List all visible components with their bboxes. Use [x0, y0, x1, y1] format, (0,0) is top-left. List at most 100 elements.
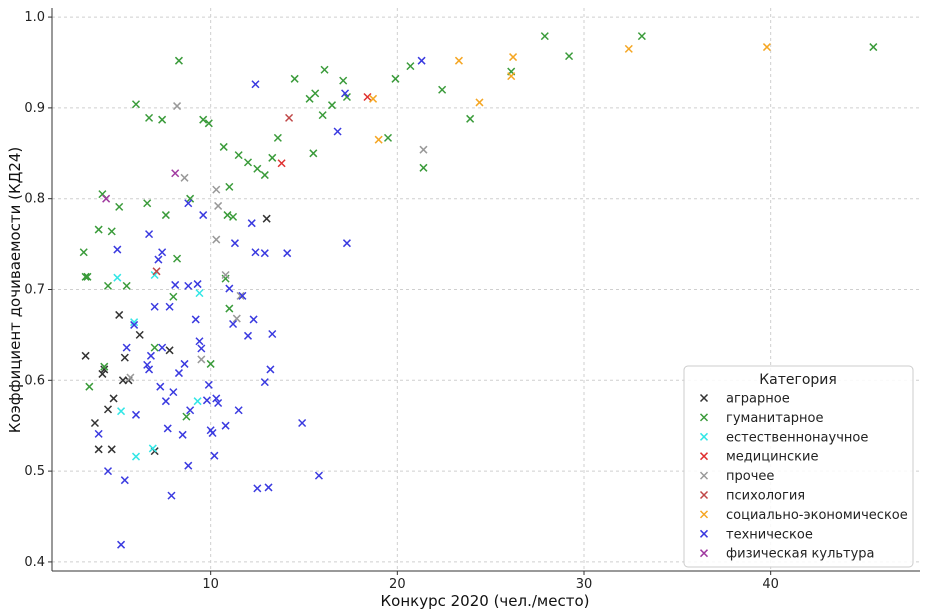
data-point — [199, 115, 208, 124]
data-point — [150, 343, 159, 352]
data-point — [225, 284, 234, 293]
data-point — [83, 272, 92, 281]
legend-marker — [699, 510, 709, 519]
data-point — [180, 173, 189, 182]
y-tick-label: 0.5 — [24, 464, 45, 479]
data-point — [238, 291, 247, 300]
data-point — [171, 280, 180, 289]
data-point — [229, 319, 238, 329]
legend-marker — [699, 471, 709, 480]
data-point — [174, 56, 183, 65]
data-point — [120, 353, 129, 362]
data-point — [115, 202, 124, 211]
data-point — [150, 302, 159, 311]
data-point — [264, 483, 273, 492]
data-point — [221, 421, 230, 430]
legend-marker — [699, 490, 709, 500]
legend-entry: техническое — [726, 527, 813, 542]
data-point — [103, 467, 113, 476]
data-point — [161, 211, 170, 220]
data-point — [236, 291, 245, 300]
data-point — [406, 62, 415, 71]
data-point — [182, 412, 191, 421]
data-point — [225, 304, 234, 313]
data-point — [247, 219, 256, 228]
data-point — [94, 225, 103, 234]
data-point — [148, 444, 157, 453]
axes — [48, 8, 920, 575]
data-point — [214, 201, 223, 210]
data-point — [419, 163, 428, 172]
data-point — [363, 92, 372, 102]
data-point — [212, 394, 221, 403]
legend: Категория аграрное гуманитарное естественн… — [683, 365, 914, 568]
legend-marker — [699, 529, 709, 538]
y-tick-label: 0.8 — [24, 192, 45, 207]
data-point — [113, 273, 122, 282]
data-point — [103, 281, 113, 290]
series-points — [81, 214, 271, 456]
data-point — [152, 267, 161, 276]
x-tick-label: 30 — [576, 577, 593, 592]
data-point — [223, 211, 232, 220]
legend-marker — [699, 393, 709, 403]
data-point — [290, 74, 299, 83]
data-point — [298, 418, 307, 428]
data-point — [184, 281, 193, 290]
data-point — [161, 397, 170, 406]
legend-box — [683, 365, 914, 568]
legend-entry: гуманитарное — [726, 411, 824, 426]
data-point — [191, 315, 200, 324]
data-point — [509, 53, 518, 62]
data-point — [565, 52, 574, 61]
data-point — [475, 98, 484, 107]
data-point — [193, 280, 202, 289]
legend-items: аграрное гуманитарное естественнонаучное ме… — [699, 392, 908, 562]
data-point — [268, 153, 277, 162]
data-point — [158, 115, 167, 124]
data-point — [131, 452, 141, 461]
data-point — [145, 365, 154, 374]
data-point — [333, 127, 342, 136]
data-point — [206, 359, 215, 368]
data-point — [234, 151, 243, 160]
data-point — [374, 135, 383, 144]
legend-entry: аграрное — [726, 392, 790, 407]
data-point — [229, 212, 238, 221]
data-point — [260, 249, 269, 258]
data-point — [122, 343, 131, 352]
legend-marker — [699, 549, 709, 558]
data-point — [81, 272, 90, 281]
data-point — [266, 365, 275, 374]
data-point — [130, 318, 139, 327]
data-point — [184, 461, 193, 470]
data-point — [243, 158, 253, 167]
data-point — [341, 89, 350, 98]
data-point — [253, 484, 262, 493]
data-point — [234, 406, 243, 415]
data-point — [173, 254, 182, 263]
series-points — [152, 113, 294, 276]
data-point — [167, 491, 176, 500]
y-axis-label: Коэффициент дочиваемости (КД24) — [6, 147, 24, 434]
legend-title: Категория — [759, 372, 837, 388]
data-point — [204, 119, 213, 128]
data-point — [221, 270, 230, 280]
data-point — [202, 396, 211, 405]
data-point — [762, 43, 771, 52]
series-points — [369, 43, 771, 144]
data-point — [309, 149, 318, 158]
data-point — [117, 407, 126, 416]
data-point — [369, 94, 378, 103]
legend-entry: прочее — [726, 469, 774, 484]
data-point — [98, 369, 107, 378]
data-point — [135, 330, 144, 339]
data-point — [212, 185, 221, 194]
data-point — [113, 245, 122, 254]
y-tick-label: 0.4 — [24, 555, 45, 570]
data-point — [466, 114, 475, 123]
data-point — [339, 76, 348, 85]
data-point — [214, 398, 223, 408]
data-point — [100, 365, 109, 374]
